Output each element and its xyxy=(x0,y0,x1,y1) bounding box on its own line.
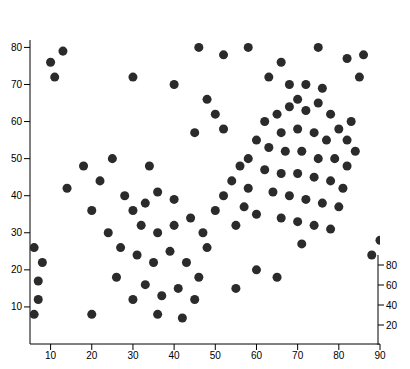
svg-text:40: 40 xyxy=(11,190,23,201)
svg-text:60: 60 xyxy=(251,350,263,361)
svg-text:40: 40 xyxy=(169,350,181,361)
svg-text:10: 10 xyxy=(11,301,23,312)
svg-text:70: 70 xyxy=(11,79,23,90)
svg-text:40: 40 xyxy=(386,300,398,311)
svg-text:70: 70 xyxy=(292,350,304,361)
svg-text:30: 30 xyxy=(11,227,23,238)
svg-text:60: 60 xyxy=(386,280,398,291)
svg-text:50: 50 xyxy=(210,350,222,361)
svg-text:20: 20 xyxy=(386,320,398,331)
svg-text:10: 10 xyxy=(45,350,57,361)
svg-text:20: 20 xyxy=(86,350,98,361)
svg-text:20: 20 xyxy=(11,264,23,275)
svg-text:30: 30 xyxy=(127,350,139,361)
svg-text:50: 50 xyxy=(11,153,23,164)
svg-text:60: 60 xyxy=(11,116,23,127)
svg-text:80: 80 xyxy=(333,350,345,361)
svg-text:80: 80 xyxy=(11,42,23,53)
svg-text:80: 80 xyxy=(386,260,398,271)
svg-text:90: 90 xyxy=(374,350,386,361)
